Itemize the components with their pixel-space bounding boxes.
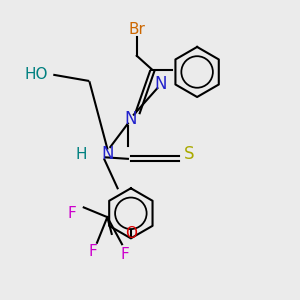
Text: O: O [125,226,137,242]
Text: H: H [75,147,87,162]
Text: Br: Br [128,22,145,37]
Text: F: F [68,206,76,221]
Text: HO: HO [25,68,48,82]
Text: N: N [154,75,167,93]
Text: F: F [121,247,129,262]
Text: N: N [101,146,114,164]
Text: S: S [184,146,194,164]
Text: F: F [88,244,97,259]
Text: N: N [124,110,137,128]
